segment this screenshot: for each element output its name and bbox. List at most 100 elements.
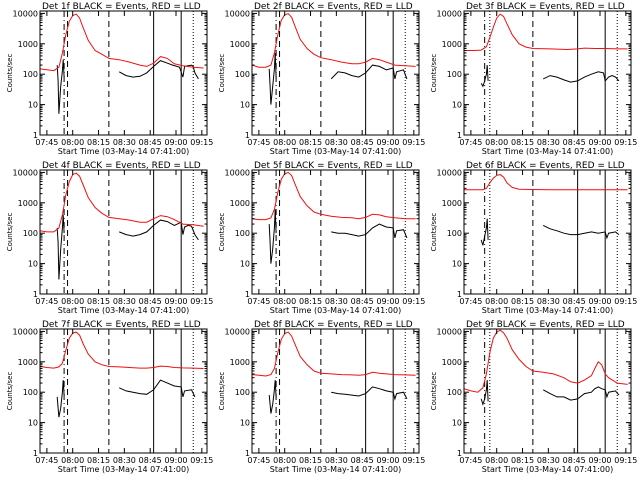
y-axis-label: Counts/sec [218,54,226,93]
x-tick-label: 09:15 [614,138,637,147]
x-tick-label: 09:15 [190,456,213,465]
y-tick-label: 1000 [442,40,462,49]
plot-frame [39,10,208,136]
x-tick-label: 09:00 [376,297,399,306]
chart-panel-6: 07:45 08:00 08:15 08:30 08:45 09:00 09:15 1 10 10… [430,161,637,315]
events-series-line-1 [268,209,277,264]
events-series-line-2 [330,64,408,80]
y-tick-label: 10000 [437,9,462,18]
plot-frame [251,328,420,454]
chart-title: Det 9f BLACK = Events, RED = LLD [466,320,625,330]
y-tick-label: 1000 [230,199,250,208]
x-tick-label: 08:30 [325,456,348,465]
plot-frame [251,10,420,136]
chart-panel-7: 07:45 08:00 08:15 08:30 08:45 09:00 09:15 1 10 10… [6,320,213,474]
y-tick-label: 10 [28,101,38,110]
events-series-line-1 [480,65,489,88]
y-axis-label: Counts/sec [218,213,226,252]
y-tick-label: 1000 [18,358,38,367]
chart-panel-8: 07:45 08:00 08:15 08:30 08:45 09:00 09:15 1 10 10… [218,320,425,474]
x-axis-label: Start Time (03-May-14 07:41:00) [270,147,401,156]
y-tick-label: 10000 [225,9,250,18]
y-tick-label: 10 [240,101,250,110]
y-tick-label: 1000 [230,358,250,367]
y-tick-label: 10 [452,419,462,428]
plot-frame [463,10,632,136]
y-tick-label: 10000 [225,327,250,336]
plot-frame [39,169,208,295]
x-tick-label: 09:15 [190,138,213,147]
x-tick-label: 09:15 [402,297,425,306]
y-tick-label: 1 [245,290,250,299]
chart-title: Det 5f BLACK = Events, RED = LLD [254,161,413,171]
events-series-line-1 [56,380,65,418]
y-tick-label: 100 [235,388,250,397]
y-tick-label: 10 [28,419,38,428]
y-tick-label: 1 [457,449,462,458]
y-axis-label: Counts/sec [430,372,438,411]
lld-series-line-3 [40,172,204,233]
y-tick-label: 10000 [13,9,38,18]
events-series-line-1 [480,218,489,246]
x-tick-label: 08:15 [299,456,322,465]
plot-frame [463,169,632,295]
events-series-line-2 [542,386,620,401]
x-tick-label: 09:15 [614,456,637,465]
events-series-line-1 [480,380,489,406]
x-tick-label: 08:30 [537,138,560,147]
chart-panel-1: 07:45 08:00 08:15 08:30 08:45 09:00 09:15 1 10 10… [6,2,213,156]
x-tick-label: 08:00 [61,138,84,147]
events-series-line-2 [331,223,408,239]
x-tick-label: 08:30 [537,456,560,465]
events-series-line-2 [118,379,196,398]
x-tick-label: 08:00 [273,456,296,465]
y-tick-label: 10 [452,260,462,269]
x-tick-label: 08:00 [485,138,508,147]
x-tick-label: 07:45 [35,138,58,147]
x-tick-label: 09:15 [402,456,425,465]
y-tick-label: 100 [447,388,462,397]
x-tick-label: 07:45 [35,297,58,306]
chart-panel-2: 07:45 08:00 08:15 08:30 08:45 09:00 09:15 1 10 10… [218,2,425,156]
events-series-line-1 [56,59,65,114]
chart-title: Det 6f BLACK = Events, RED = LLD [466,161,625,171]
x-axis-label: Start Time (03-May-14 07:41:00) [270,306,401,315]
x-axis-label: Start Time (03-May-14 07:41:00) [58,465,189,474]
y-tick-label: 1000 [442,358,462,367]
x-tick-label: 09:00 [588,456,611,465]
y-tick-label: 100 [447,70,462,79]
x-axis-label: Start Time (03-May-14 07:41:00) [270,465,401,474]
x-tick-label: 09:00 [376,456,399,465]
lld-series-line-3 [464,329,628,393]
x-tick-label: 07:45 [247,456,270,465]
x-tick-label: 07:45 [35,456,58,465]
events-series-line-2 [119,219,199,241]
x-tick-label: 08:30 [325,138,348,147]
chart-panel-3: 07:45 08:00 08:15 08:30 08:45 09:00 09:15 1 10 10… [430,2,637,156]
x-tick-label: 07:45 [247,138,270,147]
y-axis-label: Counts/sec [6,372,14,411]
y-tick-label: 10 [452,101,462,110]
lld-series-line-3 [252,331,416,377]
x-tick-label: 07:45 [247,297,270,306]
x-tick-label: 08:45 [351,297,374,306]
x-tick-label: 08:30 [113,456,136,465]
x-tick-label: 08:15 [511,456,534,465]
y-tick-label: 1000 [230,40,250,49]
chart-title: Det 2f BLACK = Events, RED = LLD [254,2,413,12]
plot-frame [251,169,420,295]
chart-title: Det 1f BLACK = Events, RED = LLD [42,2,201,12]
x-axis-label: Start Time (03-May-14 07:41:00) [482,465,613,474]
y-tick-label: 10000 [225,168,250,177]
plot-frame [39,328,208,454]
x-tick-label: 08:00 [61,297,84,306]
x-tick-label: 08:45 [139,456,162,465]
events-series-line-1 [268,380,277,414]
x-axis-label: Start Time (03-May-14 07:41:00) [58,147,189,156]
chart-title: Det 8f BLACK = Events, RED = LLD [254,320,413,330]
y-tick-label: 100 [447,229,462,238]
x-tick-label: 09:00 [588,297,611,306]
y-tick-label: 100 [235,229,250,238]
x-tick-label: 08:15 [511,297,534,306]
